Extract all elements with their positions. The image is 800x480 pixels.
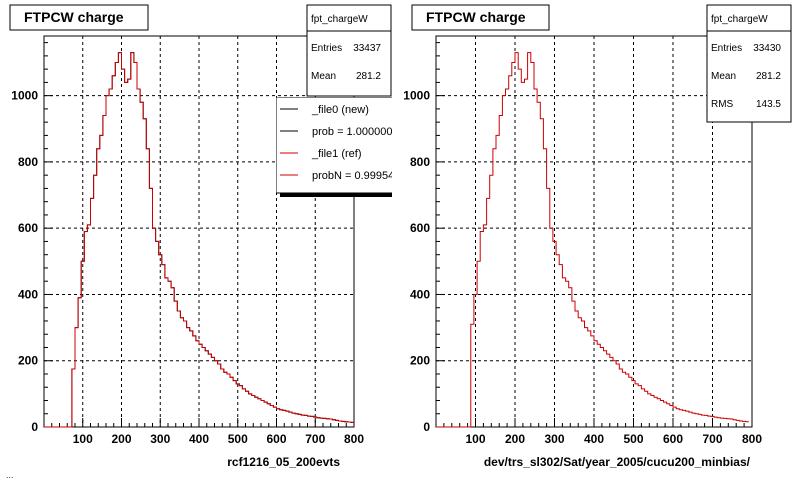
y-tick-label: 400 [410,287,430,301]
y-tick-label: 400 [18,287,38,301]
x-tick-label: 200 [505,432,525,446]
footer-text: ... [6,470,14,480]
x-tick-label: 300 [544,432,564,446]
x-tick-label: 500 [228,432,248,446]
y-tick-label: 200 [18,354,38,368]
chart-title: FTPCW charge [24,9,124,25]
stats-box [306,4,392,97]
stats-title: fpt_chargeW [711,14,768,25]
stats-title: fpt_chargeW [311,14,368,25]
title-box [9,4,149,31]
stats-value: 143.5 [756,99,781,110]
stats-label: Mean [711,71,736,82]
x-axis-label: rcf1216_05_200evts [227,455,340,469]
legend-frame [276,97,392,194]
x-tick-label: 600 [663,432,683,446]
title-box [411,4,550,31]
x-tick-label: 800 [344,432,364,446]
x-tick-label: 800 [742,432,762,446]
stats-label: Entries [311,43,342,54]
x-tick-label: 400 [584,432,604,446]
y-tick-label: 1000 [403,89,430,103]
x-tick-label: 500 [623,432,643,446]
stats-value: 281.2 [356,71,381,82]
y-tick-label: 600 [410,221,430,235]
x-tick-label: 400 [189,432,209,446]
legend-entry: prob = 1.000000 [312,126,392,138]
stats-box [706,4,792,123]
x-tick-label: 200 [111,432,131,446]
histogram-panel-2: 100 200 300 400 500 600 700 800 0 200 400 600 800 100… [403,4,792,469]
y-tick-label: 800 [410,155,430,169]
x-tick-label: 700 [305,432,325,446]
y-tick-label: 1000 [11,89,38,103]
y-tick-label: 0 [31,420,38,434]
histogram-series-1 [436,52,749,428]
stats-label: Entries [711,43,742,54]
legend-entry: _file1 (ref) [311,148,362,160]
stats-label: Mean [311,71,336,82]
x-tick-label: 100 [73,432,93,446]
stats-value: 33430 [753,43,781,54]
legend-entry: probN = 0.999540 [312,170,400,182]
x-tick-label: 600 [266,432,286,446]
chart-title: FTPCW charge [426,9,526,25]
stats-label: RMS [711,99,734,110]
stats-value: 281.2 [756,71,781,82]
y-tick-label: 600 [18,221,38,235]
legend-box: _file0 (new) prob = 1.000000 _file1 (ref) p… [276,97,400,197]
x-tick-label: 700 [702,432,722,446]
histogram-panel-1: 100 200 300 400 500 600 700 800 0 200 400 600 800 100… [9,4,400,469]
histogram-series-2 [44,52,354,428]
x-tick-label: 300 [150,432,170,446]
stats-value: 33437 [353,43,381,54]
x-axis-label: dev/trs_sl302/Sat/year_2005/cucu200_minb… [484,455,751,469]
y-tick-label: 0 [423,420,430,434]
y-tick-label: 200 [410,354,430,368]
x-tick-label: 100 [465,432,485,446]
y-tick-label: 800 [18,155,38,169]
legend-entry: _file0 (new) [311,104,369,116]
